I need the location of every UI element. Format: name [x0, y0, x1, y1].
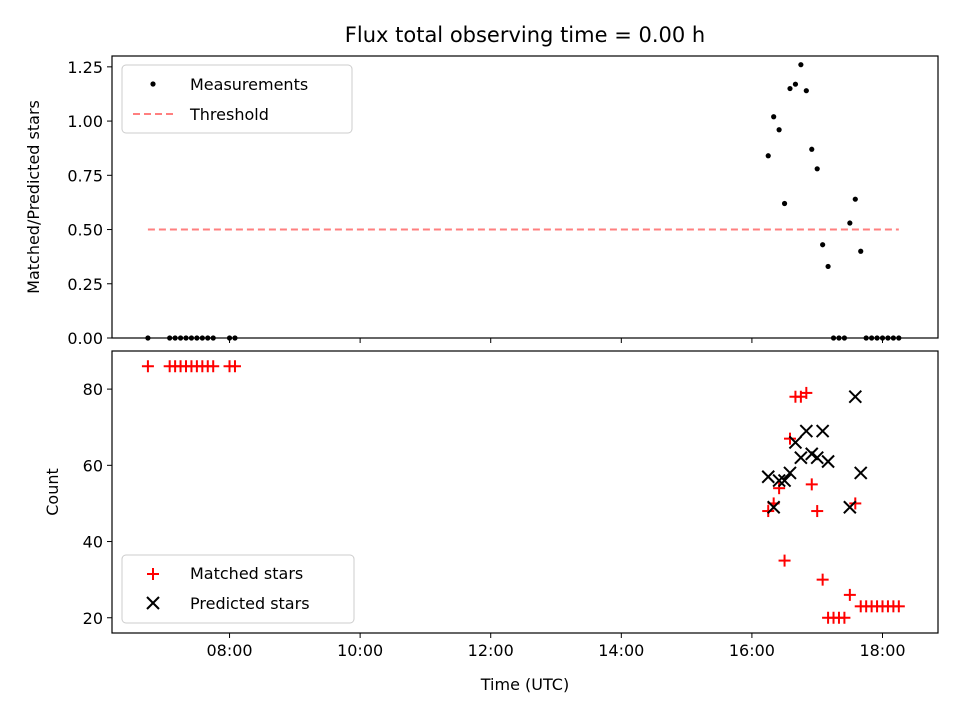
legend-threshold-label: Threshold	[189, 105, 269, 124]
predicted-stars-point	[777, 473, 792, 488]
bottom-y-tick-label: 40	[83, 533, 103, 552]
matched-stars-point	[811, 505, 824, 518]
predicted-stars-point	[799, 424, 814, 438]
bottom-x-tick-label: 18:00	[859, 641, 905, 660]
measurement-point	[809, 146, 815, 152]
top-panel-ticks: 0.00 0.25 0.50 0.75 1.00 1.25	[67, 58, 883, 348]
measurement-point	[798, 62, 804, 68]
matched-stars-point	[800, 386, 813, 399]
measurement-point	[803, 88, 809, 94]
top-y-axis-title: Matched/Predicted stars	[24, 100, 43, 294]
top-legend: Measurements Threshold	[121, 64, 353, 134]
top-y-tick-label: 0.25	[67, 275, 103, 294]
bottom-panel-ticks: 20 40 60 80 08:00 10:00 12:00 14:00 16:00 18:00	[83, 380, 906, 660]
measurement-point	[847, 220, 853, 226]
measurement-point	[787, 85, 793, 92]
matched-stars-point	[849, 497, 862, 510]
bottom-x-tick-label: 12:00	[468, 641, 514, 660]
legend-predicted-marker	[146, 596, 160, 610]
top-panel-frame	[111, 55, 939, 339]
bottom-x-tick-label: 14:00	[598, 641, 644, 660]
legend-measurements-marker	[150, 81, 156, 87]
top-y-tick-label: 0.50	[67, 221, 103, 240]
chart-title: Flux total observing time = 0.00 h	[345, 23, 705, 47]
bottom-panel-frame	[111, 350, 939, 634]
predicted-stars-point	[794, 450, 808, 465]
top-y-tick-label: 0.75	[67, 166, 103, 185]
measurement-point	[771, 114, 777, 120]
predicted-stars-point	[766, 500, 781, 514]
bottom-legend-box	[121, 554, 355, 624]
bottom-x-tick-label: 16:00	[729, 641, 775, 660]
top-panel: 0.00 0.25 0.50 0.75 1.00 1.25 Matched/Predict…	[24, 55, 939, 348]
top-y-tick-label: 1.25	[67, 58, 103, 77]
measurement-point	[852, 196, 858, 202]
matched-stars-point	[762, 505, 775, 518]
matched-stars-point	[207, 360, 220, 373]
bottom-y-tick-label: 20	[83, 609, 103, 628]
matched-stars-point	[228, 360, 241, 373]
predicted-stars-point	[761, 470, 775, 484]
measurement-point	[814, 166, 820, 172]
measurement-point	[781, 200, 788, 207]
measurement-point	[792, 81, 799, 87]
predicted-stars-point	[821, 454, 835, 469]
bottom-panel-marks	[141, 360, 905, 624]
bottom-x-tick-label: 08:00	[206, 641, 252, 660]
matched-stars-point	[843, 588, 856, 601]
matched-stars-point	[773, 482, 786, 495]
predicted-stars-point	[854, 466, 868, 480]
legend-matched-marker	[147, 568, 159, 580]
bottom-panel: 20 40 60 80 08:00 10:00 12:00 14:00 16:00 18:00 C…	[43, 350, 939, 694]
measurement-point	[765, 153, 771, 159]
bottom-legend: Matched stars Predicted stars	[121, 554, 355, 624]
predicted-stars-point	[810, 450, 824, 465]
bottom-y-tick-label: 80	[83, 380, 103, 399]
legend-matched-label: Matched stars	[190, 564, 303, 583]
predicted-stars-point	[788, 435, 803, 450]
measurement-point	[858, 248, 864, 254]
top-y-tick-label: 0.00	[67, 329, 103, 348]
matched-stars-point	[838, 611, 851, 624]
bottom-y-tick-label: 60	[83, 456, 103, 475]
matched-stars-point	[778, 554, 791, 567]
bottom-x-tick-label: 10:00	[337, 641, 383, 660]
bottom-y-axis-title: Count	[43, 468, 62, 516]
measurement-point	[820, 242, 826, 248]
matched-stars-point	[805, 478, 818, 491]
predicted-stars-point	[848, 390, 862, 404]
predicted-stars-point	[815, 424, 830, 438]
legend-predicted-label: Predicted stars	[190, 594, 310, 613]
measurement-point	[776, 127, 782, 133]
matched-stars-point	[783, 432, 796, 445]
predicted-stars-point	[843, 500, 857, 514]
measurement-point	[825, 263, 831, 270]
matched-stars-point	[892, 600, 905, 613]
top-y-tick-label: 1.00	[67, 112, 103, 131]
x-axis-title: Time (UTC)	[480, 675, 569, 694]
matched-stars-point	[816, 573, 829, 586]
top-legend-box	[121, 64, 353, 134]
predicted-stars-point	[783, 466, 797, 480]
legend-measurements-label: Measurements	[190, 75, 308, 94]
predicted-stars-point	[772, 473, 786, 488]
matched-stars-point	[141, 360, 154, 373]
